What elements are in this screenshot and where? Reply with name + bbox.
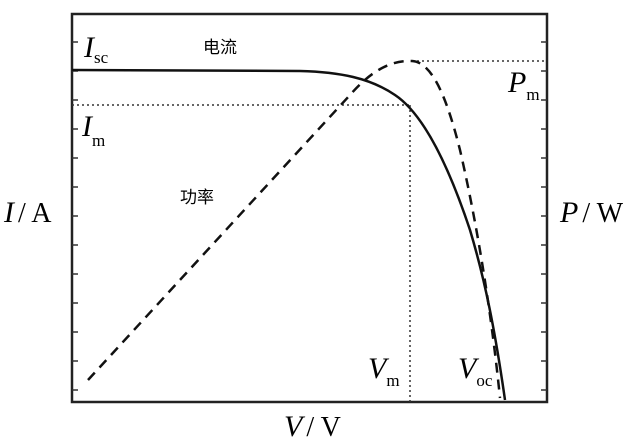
voc-label: Voc <box>458 352 493 390</box>
y-left-label: I / A <box>3 196 52 229</box>
power-label: 功率 <box>180 188 214 208</box>
ticks <box>72 41 547 391</box>
current-curve <box>71 68 507 401</box>
y-right-label: P / W <box>559 196 624 229</box>
vm-label: Vm <box>368 352 400 390</box>
x-axis-label: V / V <box>284 410 341 442</box>
pm-label: Pm <box>507 66 540 104</box>
power-curve <box>87 59 502 399</box>
isc-label: Isc <box>83 31 109 67</box>
current-label: 电流 <box>203 38 237 58</box>
guide-lines <box>72 60 545 402</box>
frame <box>70 12 549 404</box>
im-label: Im <box>81 110 105 150</box>
